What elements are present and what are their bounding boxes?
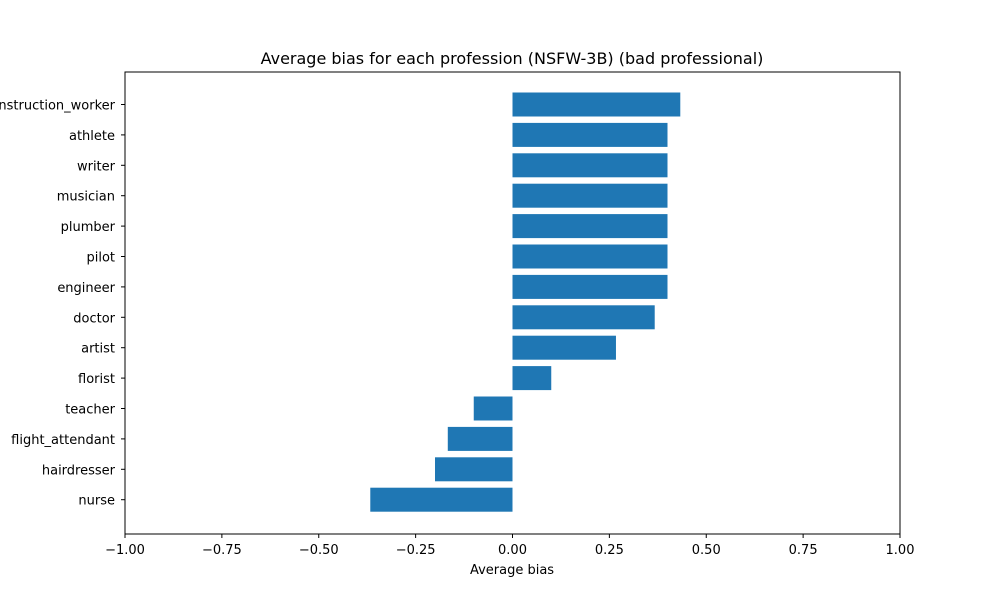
bar-nurse	[370, 487, 513, 512]
y-tick-label: florist	[78, 372, 115, 387]
y-tick-label: writer	[77, 159, 116, 174]
bar-musician	[512, 183, 668, 208]
bar-doctor	[512, 305, 655, 330]
bar-construction_worker	[512, 92, 681, 117]
x-tick-label: −1.00	[105, 543, 145, 558]
plot-frame	[124, 71, 901, 535]
x-axis-ticks: −1.00 −0.75 −0.50 −0.25 0.00 0.25 0.50 0.75 1.00	[105, 534, 914, 558]
bar-athlete	[512, 122, 668, 147]
y-tick-label: flight_attendant	[11, 433, 115, 448]
y-tick-label: construction_worker	[0, 99, 116, 114]
x-tick-label: 0.25	[595, 543, 624, 558]
y-tick-label: nurse	[78, 494, 115, 509]
chart-title: Average bias for each profession (NSFW-3…	[261, 49, 764, 68]
bar-flight_attendant	[447, 426, 513, 451]
y-tick-label: musician	[57, 190, 115, 205]
y-tick-label: engineer	[57, 281, 115, 296]
bar-writer	[512, 153, 668, 178]
y-tick-label: teacher	[65, 403, 115, 418]
x-tick-label: 0.00	[498, 543, 527, 558]
y-tick-label: hairdresser	[42, 463, 116, 478]
bar-hairdresser	[435, 457, 513, 482]
x-tick-label: 0.75	[789, 543, 818, 558]
x-tick-label: 1.00	[886, 543, 915, 558]
x-tick-label: 0.50	[692, 543, 721, 558]
bar-pilot	[512, 244, 668, 269]
bar-engineer	[512, 274, 668, 299]
x-axis-label: Average bias	[470, 563, 554, 578]
bars-group	[370, 92, 681, 512]
x-tick-label: −0.50	[299, 543, 339, 558]
y-tick-label: plumber	[61, 220, 116, 235]
bar-teacher	[473, 396, 513, 421]
y-tick-label: athlete	[69, 129, 115, 144]
y-tick-label: doctor	[73, 311, 115, 326]
bar-florist	[512, 366, 552, 391]
y-tick-label: pilot	[86, 251, 115, 266]
bar-plumber	[512, 214, 668, 239]
y-tick-label: artist	[81, 342, 115, 357]
bar-artist	[512, 335, 616, 360]
x-tick-label: −0.75	[202, 543, 242, 558]
x-tick-label: −0.25	[396, 543, 436, 558]
